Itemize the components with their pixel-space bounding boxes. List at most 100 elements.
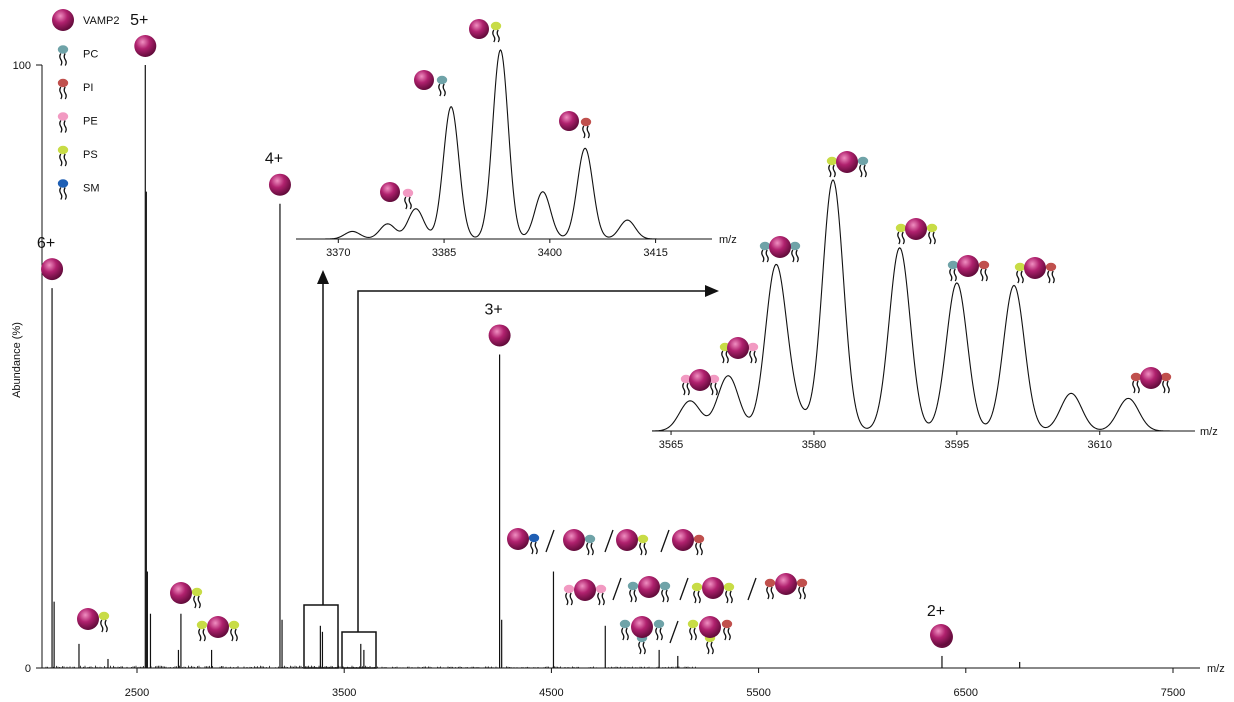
complex-icon [563, 529, 596, 556]
slash [660, 529, 670, 553]
complex-icon [170, 582, 203, 609]
complex-icon [947, 255, 990, 282]
lipid-icon [619, 619, 631, 641]
lipid-icon [796, 578, 808, 600]
vamp2-icon [488, 324, 511, 347]
inset-x-tick-label: 3565 [659, 439, 683, 451]
lipid-icon [580, 117, 592, 139]
vamp2-icon [616, 529, 638, 551]
y-tick-label-0: 0 [25, 663, 31, 675]
lipid-icon [857, 156, 869, 178]
complex-icon [691, 577, 735, 604]
inset1-trace [296, 49, 712, 240]
legend-label: PS [83, 149, 98, 161]
vamp2-icon [77, 608, 99, 630]
vamp2-icon [52, 9, 74, 31]
inset2-trace [651, 179, 1195, 432]
slash [604, 529, 614, 553]
vamp2-icon [207, 616, 229, 638]
lipid-icon [57, 78, 69, 100]
lipid-icon [764, 578, 776, 600]
inset2-x-ticks: 3565 3580 3595 3610 [659, 431, 1112, 451]
legend: VAMP2 PC PI PE PS SM [52, 9, 119, 200]
vamp2-icon [41, 258, 64, 281]
lipid-icon [637, 534, 649, 556]
complex-icon [1130, 367, 1172, 394]
inset1-x-ticks: 3370 3385 3400 3415 [326, 239, 668, 259]
lipid-icon [57, 179, 69, 200]
zoom-box-4plus [303, 604, 339, 669]
inset-x-tick-label: 3595 [945, 439, 969, 451]
lipid-icon [196, 620, 208, 642]
x-axis-label: m/z [1207, 663, 1225, 675]
lipid-icon [563, 584, 575, 606]
vamp2-icon [689, 369, 711, 391]
lipid-icon [680, 374, 692, 396]
legend-label: PI [83, 82, 93, 94]
lipid-icon [826, 156, 838, 178]
complex-icon [764, 573, 808, 600]
x-tick-label: 6500 [954, 687, 978, 699]
complex-icon [672, 529, 705, 556]
lipid-icon [693, 534, 705, 556]
vamp2-icon [957, 255, 979, 277]
lipid-icon [747, 342, 759, 364]
legend-label: SM [83, 183, 100, 195]
lipid-icon [98, 611, 110, 633]
slash [545, 529, 555, 553]
lipid-icon [490, 21, 502, 43]
lipid-icon [926, 223, 938, 245]
x-tick-label: 3500 [332, 687, 356, 699]
baseline-noise [45, 665, 1194, 668]
x-tick-label: 5500 [746, 687, 770, 699]
vamp2-icon [170, 582, 192, 604]
arrow-3plus-line [357, 290, 708, 632]
complex-icon [1014, 257, 1057, 284]
inset2-x-label: m/z [1200, 426, 1218, 438]
lipid-icon [721, 619, 733, 641]
complex-icon [414, 70, 448, 97]
charge-state-label: 3+ [484, 301, 502, 318]
complex-icon [680, 369, 720, 396]
y-tick-label-100: 100 [13, 60, 31, 72]
vamp2-icon [507, 528, 529, 550]
main-chart: 100 0 Abundance (%) m/z 2500 3500 4500 5500… [11, 12, 1225, 699]
inset-4plus: 3370 3385 3400 3415 m/z [296, 49, 737, 259]
inset-x-tick-label: 3400 [538, 247, 562, 259]
lipid-icon [723, 582, 735, 604]
vamp2-icon [631, 616, 653, 638]
complex-icon [616, 529, 649, 556]
lipid-icon [595, 584, 607, 606]
lipid-icon [528, 533, 540, 555]
inset-x-tick-label: 3385 [432, 247, 456, 259]
inset-3plus: 3565 3580 3595 3610 m/z [651, 179, 1218, 451]
zoom-indicators [303, 270, 719, 669]
slash [679, 577, 689, 601]
lipid-icon [708, 374, 720, 396]
vamp2-icon [134, 35, 157, 57]
vamp2-icon [769, 236, 791, 258]
vamp2-icon [638, 576, 660, 598]
x-tick-label: 7500 [1161, 687, 1185, 699]
legend-label: PE [83, 116, 98, 128]
lipid-icon [1045, 262, 1057, 284]
lipid-icon [759, 241, 771, 263]
inset1-x-label: m/z [719, 234, 737, 246]
vamp2-icon [1140, 367, 1162, 389]
vamp2-icon [836, 151, 858, 173]
vamp2-icon [699, 616, 721, 638]
slash [669, 620, 679, 644]
lipid-icon [687, 619, 699, 641]
lipid-icon [653, 619, 665, 641]
x-tick-label: 2500 [125, 687, 149, 699]
vamp2-icon [905, 218, 927, 240]
lipid-icon [57, 45, 69, 66]
legend-label: VAMP2 [83, 15, 119, 27]
charge-labels: 6+ 5+ 4+ 3+ 2+ [37, 12, 953, 648]
charge-state-label: 6+ [37, 235, 55, 252]
vamp2-icon [702, 577, 724, 599]
complex-glyphs [77, 19, 1172, 655]
lipid-icon [57, 145, 69, 167]
complex-icon [719, 337, 759, 364]
